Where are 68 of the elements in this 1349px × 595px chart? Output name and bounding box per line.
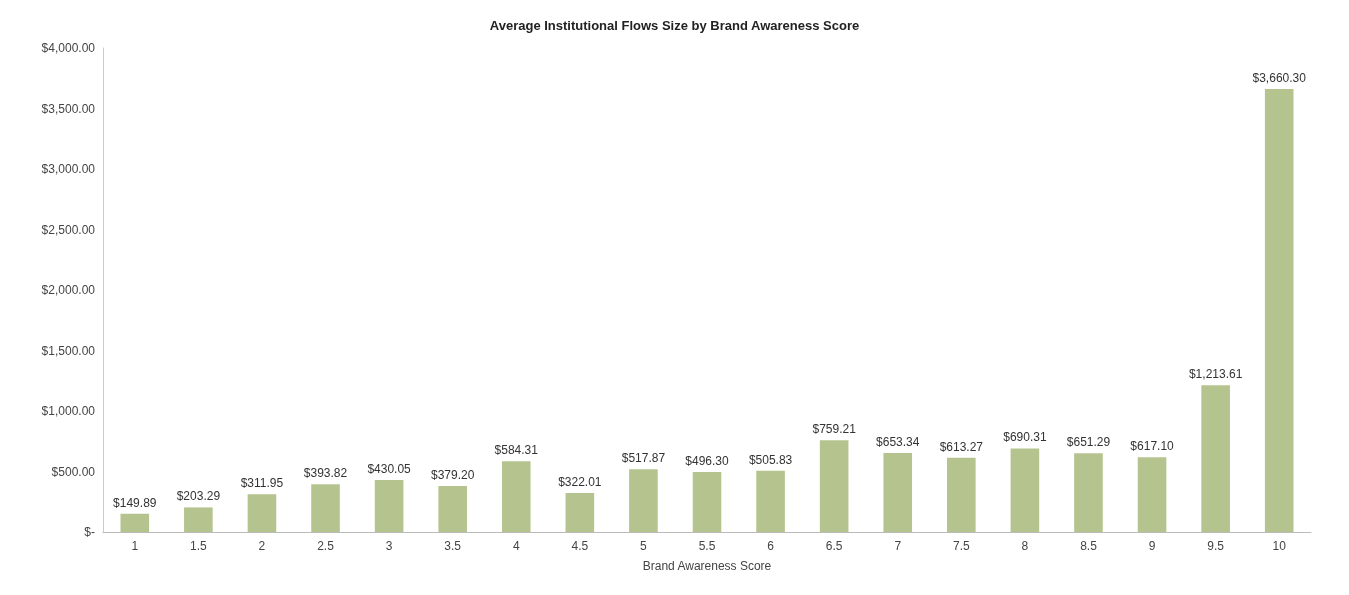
data-label: $311.95 — [240, 476, 284, 491]
data-label: $517.87 — [621, 451, 666, 466]
x-tick-label: 6 — [767, 539, 775, 553]
bar — [184, 507, 213, 532]
y-tick-label: $1,000.00 — [41, 404, 96, 418]
x-tick-label: 4.5 — [571, 539, 589, 553]
y-tick-label: $3,000.00 — [41, 162, 96, 176]
bar — [947, 457, 976, 532]
data-label: $379.20 — [430, 468, 475, 483]
data-label: $651.29 — [1066, 435, 1111, 450]
bar — [1201, 385, 1230, 532]
x-tick-label: 3.5 — [444, 539, 462, 553]
data-label: $584.31 — [494, 443, 539, 458]
data-label: $1,213.61 — [1188, 367, 1243, 382]
y-tick-label: $1,500.00 — [41, 343, 96, 358]
bar — [247, 494, 277, 532]
x-tick-label: 8.5 — [1080, 539, 1098, 553]
x-axis-title: Brand Awareness Score — [642, 559, 772, 573]
bar — [501, 461, 531, 532]
bar — [1137, 457, 1167, 532]
bar — [819, 440, 849, 532]
y-tick-label: $3,500.00 — [41, 101, 96, 116]
bar — [1074, 453, 1103, 532]
data-label: $393.82 — [303, 466, 348, 481]
data-label: $617.10 — [1130, 439, 1175, 454]
data-label: $653.34 — [876, 434, 920, 449]
x-tick-label: 7.5 — [952, 539, 970, 553]
chart-title: Average Institutional Flows Size by Brand Awareness Score — [489, 18, 860, 33]
bar — [1010, 448, 1040, 532]
x-tick-label: 7 — [894, 539, 902, 553]
y-tick-label: $4,000.00 — [41, 41, 96, 55]
bar — [756, 470, 785, 532]
x-tick-label: 8 — [1021, 539, 1029, 553]
x-tick-label: 1 — [131, 539, 139, 553]
bar — [1264, 89, 1294, 532]
data-label: $203.29 — [176, 489, 221, 504]
x-tick-label: 6.5 — [825, 539, 843, 553]
bar — [438, 486, 467, 532]
x-tick-label: 9.5 — [1207, 539, 1225, 553]
data-label: $322.01 — [558, 475, 602, 490]
data-label: $3,660.30 — [1252, 71, 1307, 86]
bar — [883, 452, 913, 532]
bar — [311, 484, 340, 532]
bar — [629, 469, 658, 532]
x-tick-label: 4 — [512, 539, 520, 553]
x-tick-label: 10 — [1272, 539, 1287, 553]
x-tick-label: 2 — [258, 539, 266, 553]
data-label: $149.89 — [113, 495, 157, 510]
y-tick-label: $- — [84, 525, 95, 539]
x-tick-label: 9 — [1148, 539, 1156, 553]
y-tick-label: $500.00 — [51, 464, 96, 479]
y-tick-label: $2,500.00 — [41, 222, 96, 237]
x-tick-label: 5 — [640, 539, 648, 553]
bar — [374, 479, 404, 532]
x-tick-label: 2.5 — [317, 539, 335, 553]
y-tick-label: $2,000.00 — [41, 283, 96, 297]
bar — [565, 493, 595, 532]
bar — [692, 471, 722, 532]
bar — [120, 513, 150, 532]
data-label: $496.30 — [685, 453, 730, 468]
data-label: $690.31 — [1003, 430, 1047, 445]
data-label: $505.83 — [748, 452, 793, 467]
x-tick-label: 5.5 — [698, 539, 716, 553]
x-tick-label: 1.5 — [190, 539, 208, 553]
data-label: $759.21 — [812, 422, 857, 437]
data-label: $430.05 — [367, 461, 412, 476]
data-label: $613.27 — [939, 439, 984, 454]
x-tick-label: 3 — [385, 539, 393, 553]
